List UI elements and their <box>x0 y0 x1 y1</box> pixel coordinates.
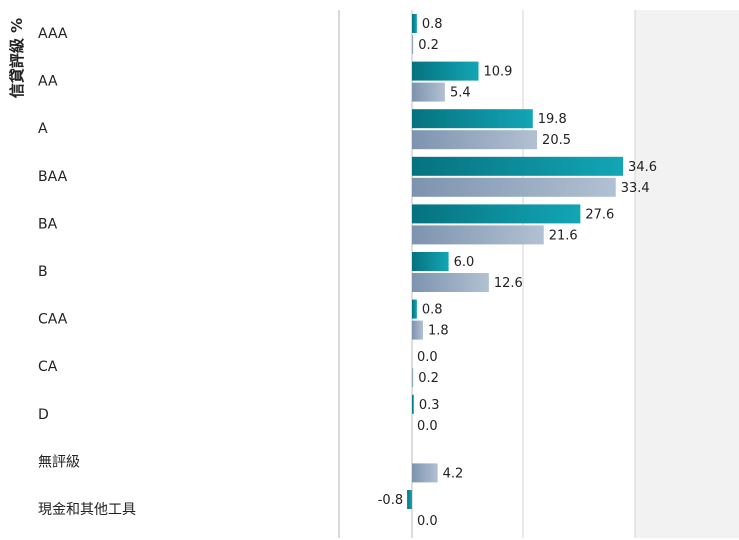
bar <box>412 35 414 54</box>
category-label: A <box>38 121 48 137</box>
data-label: 19.8 <box>538 112 567 127</box>
data-label: 0.2 <box>418 371 439 386</box>
category-label: 現金和其他工具 <box>38 502 136 518</box>
data-label: 0.8 <box>422 303 443 318</box>
plot-shaded-band <box>635 10 739 538</box>
data-label: 10.9 <box>483 65 512 80</box>
bar <box>412 252 449 271</box>
data-label: 12.6 <box>494 276 523 291</box>
bar <box>412 368 414 388</box>
data-label: 0.0 <box>417 419 438 434</box>
category-label: AAA <box>38 26 68 42</box>
category-label: B <box>38 264 48 280</box>
bar <box>412 61 479 81</box>
category-label: BA <box>38 216 58 232</box>
bar <box>412 156 624 176</box>
category-label: 無評級 <box>38 454 80 470</box>
data-label: 0.2 <box>418 38 439 53</box>
category-label: D <box>38 407 49 423</box>
data-label: 20.5 <box>542 133 571 148</box>
category-label: AA <box>38 74 58 90</box>
data-label: 0.8 <box>422 17 443 32</box>
bar <box>412 463 438 483</box>
category-label: BAA <box>38 169 68 185</box>
bar <box>412 177 616 197</box>
data-label: 27.6 <box>585 207 614 222</box>
data-label: 6.0 <box>454 255 475 270</box>
bar <box>412 82 445 102</box>
data-label: 0.3 <box>419 398 440 413</box>
bar <box>412 204 581 224</box>
bar <box>407 490 412 509</box>
category-label: CA <box>38 359 58 375</box>
category-label: CAA <box>38 312 68 328</box>
data-label: 21.6 <box>549 228 578 243</box>
bar <box>412 130 538 150</box>
data-label: -0.8 <box>378 493 403 508</box>
bar <box>412 109 533 129</box>
data-label: 34.6 <box>628 160 657 175</box>
bar <box>412 273 489 292</box>
data-label: 5.4 <box>450 86 471 101</box>
data-label: 4.2 <box>443 466 464 481</box>
bar <box>412 394 414 414</box>
bar <box>412 225 544 245</box>
bar <box>412 299 417 319</box>
bar <box>412 14 417 33</box>
data-label: 1.8 <box>428 324 449 339</box>
bar <box>412 320 423 340</box>
data-label: 0.0 <box>417 514 438 529</box>
data-label: 33.4 <box>621 181 650 196</box>
data-label: 0.0 <box>417 350 438 365</box>
y-axis-label: 信貸評級 % <box>8 18 26 98</box>
